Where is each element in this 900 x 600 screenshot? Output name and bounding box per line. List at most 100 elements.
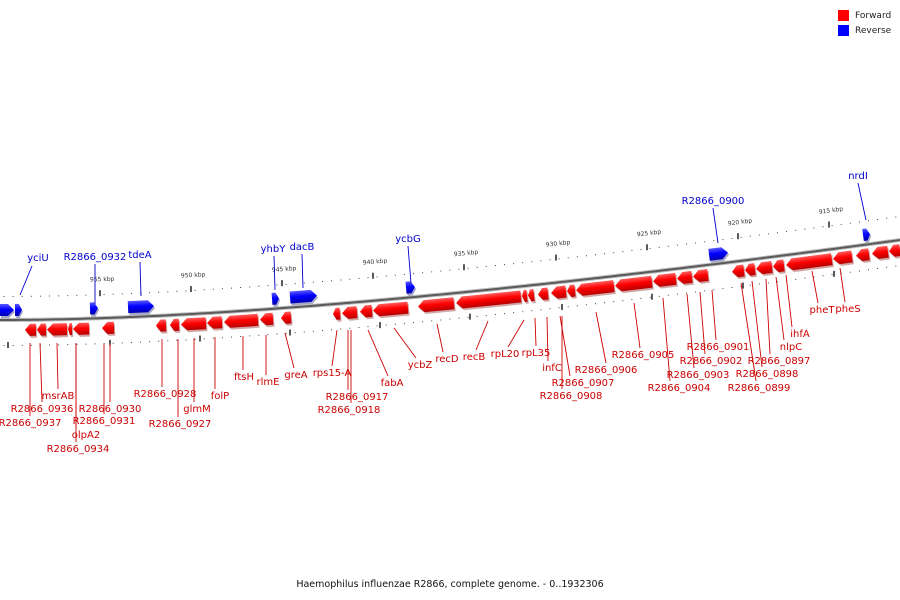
leader-infc — [546, 316, 549, 362]
gene-label-phes: pheS — [835, 304, 860, 315]
gene-label-r2866-0927: R2866_0927 — [149, 419, 212, 430]
gene-arrow-body — [281, 311, 292, 324]
leader-dacb — [301, 253, 304, 289]
leader-nrdi — [857, 182, 867, 221]
scale-label: 935 kbp — [454, 249, 479, 258]
gene-label-r2866-0900: R2866_0900 — [682, 196, 745, 207]
gene-arrow-body — [889, 244, 900, 257]
gene-arrow-fwd-37 — [889, 244, 900, 259]
gene-label-r2866-0917: R2866_0917 — [326, 392, 389, 403]
gene-arrow-body — [551, 285, 567, 299]
gene-arrow-fwd-34 — [833, 250, 854, 266]
gene-label-olpa2: olpA2 — [72, 430, 100, 441]
gene-arrow-body — [756, 260, 773, 275]
gene-arrow-body — [653, 272, 677, 287]
gene-arrow-tdea — [127, 300, 156, 316]
gene-arrow-body — [127, 300, 154, 314]
gene-arrow-fwd-23 — [567, 284, 577, 299]
gene-label-tdea: tdeA — [128, 250, 151, 261]
gene-label-faba: fabA — [381, 378, 404, 389]
gene-label-r2866-0903: R2866_0903 — [667, 370, 730, 381]
leader-ycbg — [407, 245, 412, 284]
gene-arrow-body — [224, 313, 259, 328]
gene-label-ihfa: ihfA — [790, 329, 810, 340]
gene-label-r2866-0905: R2866_0905 — [612, 350, 675, 361]
gene-arrow-fwd-30 — [745, 263, 757, 278]
gene-label-recd: recD — [435, 354, 459, 365]
leader-ihfa — [785, 274, 793, 328]
gene-label-dacb: dacB — [290, 242, 315, 253]
gene-arrow-body — [89, 302, 98, 315]
gene-label-nrdi: nrdI — [848, 171, 868, 182]
leader-r2866-0903 — [686, 293, 695, 369]
gene-label-r2866-0897: R2866_0897 — [748, 356, 811, 367]
gene-arrow-nrdi — [862, 228, 872, 243]
gene-arrow-r2866-0900 — [708, 247, 730, 263]
backbone — [0, 239, 900, 321]
label-leaders — [19, 182, 867, 442]
scale-label: 915 kbp — [818, 206, 843, 216]
gene-arrow-body — [181, 317, 207, 331]
gene-arrow-fwd-7 — [170, 318, 181, 333]
scale-label: 955 kbp — [90, 276, 115, 284]
gene-arrow-fwd-29 — [732, 264, 746, 280]
gene-arrow-body — [693, 268, 709, 282]
scale-label: 925 kbp — [636, 229, 661, 239]
gene-label-r2866-0937: R2866_0937 — [0, 418, 61, 429]
gene-label-folp: folP — [211, 391, 229, 402]
scale-label: 930 kbp — [546, 239, 571, 249]
leader-r2866-0900 — [712, 207, 719, 244]
leader-r2866-0906 — [595, 311, 607, 364]
gene-arrow-fwd-28 — [693, 268, 710, 284]
gene-arrow-fwd-2 — [47, 323, 69, 338]
gene-label-ycbg: ycbG — [395, 234, 421, 245]
gene-label-r2866-0907: R2866_0907 — [552, 378, 615, 389]
gene-arrow-fwd-14 — [342, 306, 359, 321]
legend-forward: Forward — [838, 8, 891, 23]
gene-arrow-ycbg — [405, 281, 417, 296]
gene-arrow-dacb — [289, 289, 319, 306]
leader-recd — [436, 323, 444, 353]
gene-arrow-fwd-20 — [528, 289, 536, 304]
gene-arrow-body — [405, 281, 415, 294]
gene-label-r2866-0901: R2866_0901 — [687, 342, 750, 353]
gene-arrow-fwd-1 — [37, 323, 48, 338]
gene-arrow-fwd-26 — [653, 272, 678, 289]
gene-label-grea: greA — [284, 370, 307, 381]
gene-label-recb: recB — [463, 352, 486, 363]
leader-r2866-0904 — [662, 297, 671, 382]
gene-label-r2866-0936: R2866_0936 — [11, 404, 74, 415]
gene-arrow-body — [538, 287, 549, 301]
gene-label-r2866-0908: R2866_0908 — [540, 391, 603, 402]
gene-label-r2866-0932: R2866_0932 — [64, 252, 127, 263]
gene-arrow-body — [732, 264, 745, 278]
gene-arrow-body — [708, 247, 728, 261]
scale-label: 945 kbp — [272, 265, 297, 274]
gene-arrow-gene — [14, 303, 24, 318]
gene-label-r2866-0930: R2866_0930 — [79, 404, 142, 415]
gene-label-rpl20: rpL20 — [491, 349, 520, 360]
gene-arrow-body — [47, 323, 68, 336]
gene-arrow-fwd-33 — [786, 253, 834, 273]
legend-forward-label: Forward — [855, 10, 892, 21]
gene-arrow-fwd-0 — [25, 323, 38, 338]
gene-arrow-fwd-22 — [551, 285, 568, 301]
gene-arrow-fwd-6 — [156, 319, 168, 334]
gene-arrow-body — [862, 228, 870, 241]
gene-label-r2866-0928: R2866_0928 — [134, 389, 197, 400]
reverse-swatch — [838, 25, 849, 36]
legend: Forward Reverse — [838, 8, 891, 38]
gene-arrow-body — [0, 303, 14, 317]
gene-arrow-fwd-12 — [281, 311, 293, 326]
gene-arrow-body — [872, 245, 889, 259]
leader-r2866-0899 — [740, 282, 757, 382]
gene-arrow-fwd-13 — [333, 307, 342, 322]
leader-r2866-0902 — [699, 291, 706, 355]
gene-label-yciu: yciU — [27, 253, 49, 264]
gene-arrow-fwd-10 — [224, 313, 260, 330]
leader-phes — [839, 267, 846, 303]
scale-label: 940 kbp — [363, 257, 388, 266]
gene-features — [0, 228, 900, 338]
gene-arrow-body — [25, 323, 37, 336]
